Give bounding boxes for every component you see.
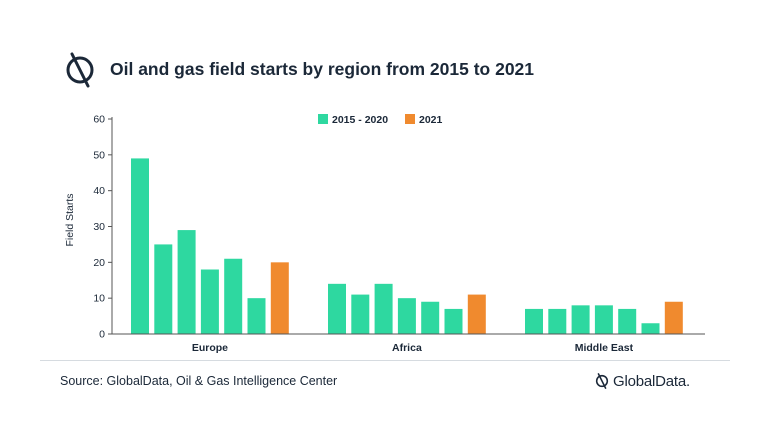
bar-2015-2020 — [525, 308, 543, 334]
brand-name: GlobalData. — [613, 372, 691, 390]
bar-2015-2020 — [444, 308, 463, 334]
source-note: Source: GlobalData, Oil & Gas Intelligen… — [60, 374, 338, 388]
y-tick-label: 50 — [93, 149, 105, 161]
globaldata-brand: GlobalData. — [594, 370, 690, 392]
y-tick-label: 30 — [93, 221, 105, 233]
y-tick-label: 10 — [93, 293, 105, 305]
bar-2015-2020 — [177, 230, 196, 334]
category-label: Europe — [192, 342, 228, 354]
bar-2015-2020 — [351, 294, 370, 334]
globaldata-brand-icon — [595, 373, 609, 389]
category-label: Middle East — [575, 342, 634, 354]
bar-2015-2020 — [131, 158, 149, 334]
bar-2015-2020 — [421, 301, 440, 334]
globaldata-logo-icon — [66, 52, 94, 88]
bar-2015-2020 — [374, 283, 393, 334]
y-tick-label: 40 — [93, 185, 105, 197]
bar-2021 — [270, 262, 289, 334]
y-axis-label: Field Starts — [64, 193, 76, 246]
bar-2015-2020 — [641, 323, 660, 334]
legend-swatch — [405, 114, 415, 124]
category-label: Africa — [392, 342, 422, 354]
bar-2015-2020 — [397, 298, 416, 334]
bar-2015-2020 — [571, 305, 590, 334]
bar-2015-2020 — [247, 298, 266, 334]
y-tick-label: 20 — [93, 257, 105, 269]
y-tick-label: 60 — [93, 114, 105, 126]
bar-2015-2020 — [594, 305, 613, 334]
legend-swatch — [318, 114, 328, 124]
bar-2015-2020 — [618, 308, 637, 334]
legend-label: 2021 — [419, 114, 443, 126]
legend-label: 2015 - 2020 — [332, 114, 388, 126]
bar-2021 — [467, 294, 486, 334]
bar-2015-2020 — [328, 283, 346, 334]
bar-2015-2020 — [200, 269, 219, 334]
bar-2015-2020 — [154, 244, 173, 334]
footer-divider — [40, 360, 730, 361]
bar-2015-2020 — [224, 258, 243, 334]
y-tick-label: 0 — [99, 329, 105, 341]
bar-2021 — [664, 301, 683, 334]
bar-2015-2020 — [548, 308, 567, 334]
chart-title: Oil and gas field starts by region from … — [110, 59, 535, 79]
